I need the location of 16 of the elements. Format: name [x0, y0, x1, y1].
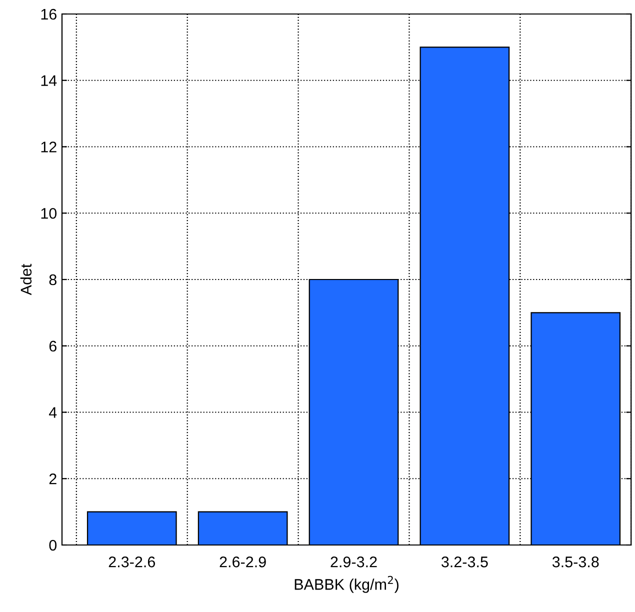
y-tick-label: 6	[49, 340, 56, 352]
y-tick-label: 14	[41, 75, 57, 86]
x-tick-label: 2.9-3.2	[330, 556, 377, 568]
y-tick-label: 16	[41, 8, 56, 20]
y-tick-label: 12	[41, 142, 56, 152]
x-tick-label: 3.5-3.8	[552, 556, 599, 568]
y-tick-label: 10	[41, 208, 57, 219]
x-tick-label: 2.6-2.9	[220, 556, 266, 568]
y-tick-label: 0	[49, 540, 57, 551]
y-axis-title: Adet	[20, 264, 32, 296]
x-tick-label: 2.3-2.6	[108, 556, 155, 568]
y-tick-label: 2	[49, 473, 56, 484]
x-axis-title: BABBK (kg/m$^{2}$)	[294, 576, 399, 593]
y-tick-label: 8	[49, 274, 56, 286]
x-tick-label: 3.2-3.5	[441, 556, 488, 568]
y-tick-label: 4	[48, 407, 57, 418]
